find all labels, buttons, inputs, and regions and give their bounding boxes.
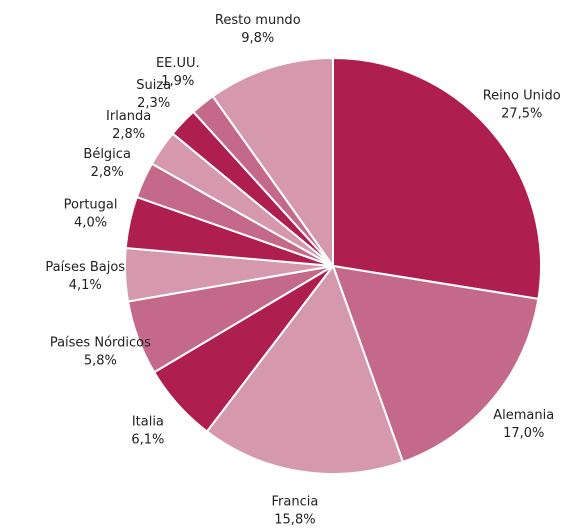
slice-value-label: 9,8% [241, 31, 274, 46]
slice-value-label: 2,8% [112, 127, 145, 142]
pie-slice [211, 56, 334, 270]
slice-label: Irlanda [106, 109, 151, 124]
pie-slice [331, 264, 540, 464]
slice-label: Suiza [136, 78, 171, 93]
pie-slice [205, 263, 405, 475]
slice-label: Países Bajos [45, 260, 125, 275]
slice-label: Portugal [64, 197, 118, 212]
pie-slice [332, 56, 542, 301]
slice-label: Bélgica [83, 147, 131, 162]
slice-label: Resto mundo [215, 13, 301, 28]
slice-value-label: 4,1% [69, 278, 102, 293]
slice-value-label: 4,0% [74, 215, 107, 230]
slice-value-label: 2,8% [91, 165, 124, 180]
slice-value-label: 1,9% [161, 74, 194, 89]
slice-value-label: 6,1% [131, 433, 164, 448]
slice-label: EE.UU. [156, 56, 200, 71]
slice-label: Italia [132, 415, 164, 430]
slice-label: Países Nórdicos [50, 335, 151, 350]
slice-label: Alemania [493, 408, 554, 423]
slice-value-label: 5,8% [84, 353, 117, 368]
slice-value-label: 17,0% [503, 426, 544, 441]
slice-value-label: 2,3% [137, 96, 170, 111]
slice-label: Francia [272, 495, 319, 510]
slice-label: Reino Unido [483, 89, 561, 104]
slice-value-label: 27,5% [501, 107, 542, 122]
slice-value-label: 15,8% [274, 513, 315, 528]
